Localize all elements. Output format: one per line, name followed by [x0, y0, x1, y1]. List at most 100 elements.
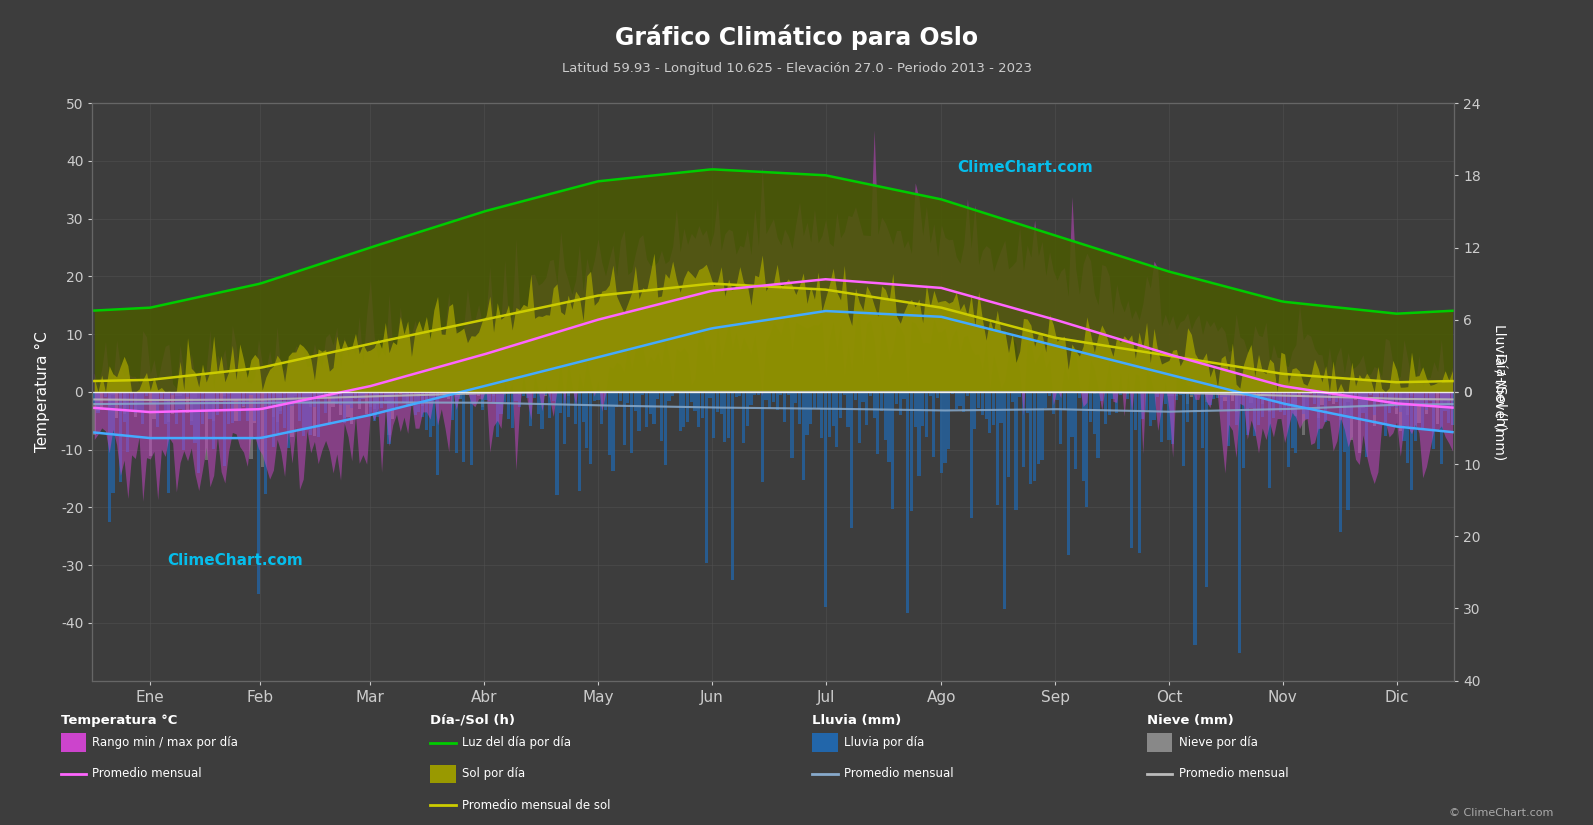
Bar [100, 392, 104, 394]
Bar [295, 392, 298, 396]
Bar [1010, 392, 1013, 403]
Bar [1395, 392, 1399, 408]
Bar [1149, 392, 1152, 426]
Bar [1376, 392, 1380, 401]
Bar [108, 392, 112, 406]
Bar [272, 392, 276, 447]
Bar [312, 392, 315, 407]
Bar [809, 392, 812, 423]
Bar [801, 392, 804, 479]
Bar [276, 392, 279, 422]
Bar [910, 392, 913, 511]
Bar [581, 392, 585, 393]
Bar [687, 392, 690, 422]
Bar [753, 392, 757, 395]
Bar [164, 392, 167, 401]
Bar [268, 392, 271, 408]
Bar [1421, 392, 1424, 406]
Bar [295, 392, 298, 403]
Bar [1243, 392, 1246, 469]
Bar [346, 392, 349, 417]
Bar [890, 392, 894, 509]
Bar [562, 392, 566, 394]
Bar [104, 392, 107, 397]
Bar [868, 392, 871, 396]
Bar [403, 392, 406, 394]
Bar [515, 392, 518, 393]
Bar [857, 392, 860, 442]
Bar [1021, 392, 1024, 467]
Bar [984, 392, 988, 419]
Bar [440, 392, 443, 394]
Bar [346, 392, 349, 405]
Bar [1254, 392, 1257, 398]
Bar [981, 392, 984, 415]
Bar [1101, 392, 1104, 401]
Bar [1015, 392, 1018, 511]
Bar [242, 392, 245, 406]
Bar [309, 392, 312, 407]
Bar [1085, 392, 1088, 507]
Bar [335, 392, 338, 404]
Bar [245, 392, 249, 393]
Bar [317, 392, 320, 437]
Bar [1373, 392, 1376, 415]
Bar [421, 392, 424, 417]
Bar [1354, 392, 1357, 399]
Bar [357, 392, 360, 409]
Bar [156, 392, 159, 427]
Bar [137, 392, 140, 394]
Bar [1362, 392, 1365, 408]
Text: Día-/Sol (h): Día-/Sol (h) [430, 714, 515, 727]
Bar [1290, 392, 1294, 448]
Bar [1324, 392, 1327, 422]
Bar [1332, 392, 1335, 404]
Bar [765, 392, 768, 400]
Bar [279, 392, 282, 411]
Y-axis label: Día-/Sol (h): Día-/Sol (h) [1493, 353, 1507, 431]
Bar [1413, 392, 1416, 441]
Bar [1231, 392, 1235, 395]
Bar [1018, 392, 1021, 398]
Bar [1182, 392, 1185, 466]
Bar [634, 392, 637, 412]
Bar [1249, 392, 1252, 408]
Bar [1243, 392, 1246, 397]
Bar [1440, 392, 1443, 464]
Bar [350, 392, 354, 408]
Bar [142, 392, 145, 424]
Bar [1391, 392, 1394, 405]
Bar [824, 392, 827, 607]
Bar [667, 392, 671, 401]
Bar [306, 392, 309, 430]
Bar [1282, 392, 1286, 415]
Bar [209, 392, 212, 419]
Bar [153, 392, 156, 403]
Bar [682, 392, 685, 427]
Bar [1421, 392, 1424, 428]
Bar [1294, 392, 1297, 454]
Bar [1134, 392, 1137, 430]
Bar [1429, 392, 1432, 401]
Bar [392, 392, 395, 419]
Bar [1093, 392, 1096, 434]
Bar [1279, 392, 1282, 412]
Bar [1029, 392, 1032, 484]
Bar [1157, 392, 1160, 398]
Bar [1276, 392, 1279, 401]
Bar [959, 392, 962, 406]
Bar [112, 392, 115, 493]
Bar [145, 392, 148, 396]
Bar [354, 392, 357, 399]
Bar [1171, 392, 1174, 444]
Bar [585, 392, 588, 449]
Bar [362, 392, 365, 398]
Bar [350, 392, 354, 424]
Bar [250, 392, 253, 459]
Bar [926, 392, 929, 436]
Bar [414, 392, 417, 394]
Bar [1410, 392, 1413, 490]
Bar [212, 392, 215, 421]
Bar [1324, 392, 1327, 394]
Bar [1265, 392, 1268, 398]
